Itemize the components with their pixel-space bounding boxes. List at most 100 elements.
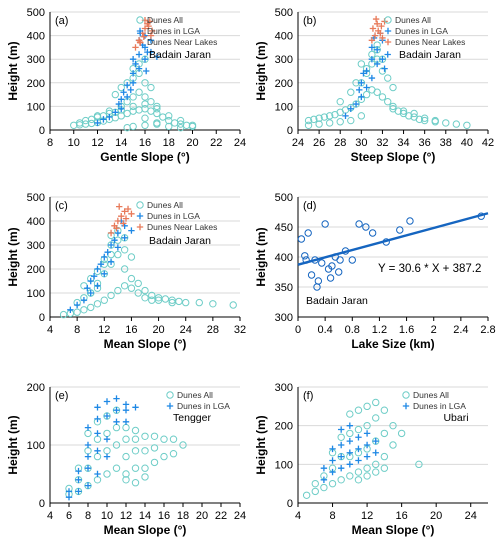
- data-point: [346, 449, 354, 456]
- data-point: [121, 234, 128, 241]
- data-point: [342, 112, 349, 120]
- x-tick-label: 22: [215, 510, 227, 522]
- region-label: Ubari: [443, 412, 468, 424]
- data-point: [355, 457, 362, 464]
- data-point: [175, 297, 183, 306]
- data-point: [147, 83, 155, 92]
- data-point: [335, 268, 343, 276]
- x-tick-label: 36: [419, 137, 431, 149]
- panel-label: (b): [303, 15, 316, 27]
- data-point: [372, 468, 380, 476]
- data-point: [94, 404, 101, 411]
- data-point: [87, 303, 95, 312]
- data-point: [118, 105, 125, 112]
- data-point: [384, 97, 392, 106]
- data-point: [120, 282, 129, 290]
- series-dunes-all: [70, 55, 197, 132]
- x-tick-label: 18: [163, 137, 175, 149]
- data-point: [103, 453, 111, 460]
- data-point: [161, 295, 170, 303]
- legend-label: Dunes Near Lakes: [147, 222, 217, 232]
- region-label: Badain Jaran: [399, 49, 461, 61]
- data-point: [103, 436, 111, 443]
- data-point: [75, 467, 82, 475]
- data-point: [304, 229, 312, 237]
- y-tick-label: 400: [275, 252, 293, 264]
- y-tick-label: 350: [275, 282, 293, 294]
- data-point: [420, 114, 429, 122]
- x-tick-label: 24: [465, 510, 477, 522]
- data-point: [111, 90, 120, 99]
- data-point: [304, 121, 313, 129]
- data-point: [452, 120, 461, 128]
- chart-panel-e: 0 100 200 4 6 8 10 12 14 16 18 20 22 24 Mean Slope (°)…: [6, 382, 246, 537]
- x-tick-label: 22: [210, 137, 222, 149]
- x-tick-label: 10: [68, 137, 80, 149]
- data-point: [384, 74, 392, 82]
- data-point: [84, 465, 92, 472]
- data-point: [372, 449, 379, 456]
- data-point: [122, 470, 130, 478]
- legend-marker: [166, 391, 174, 399]
- data-point: [357, 60, 366, 68]
- data-point: [120, 265, 129, 273]
- x-tick-label: 1.2: [372, 324, 387, 336]
- data-point: [122, 215, 130, 222]
- legend-marker: [136, 223, 144, 231]
- y-tick-label: 0: [287, 498, 293, 510]
- data-point: [379, 56, 386, 63]
- x-tick-label: 24: [234, 137, 246, 149]
- legend-marker: [136, 212, 144, 220]
- y-tick-label: 100: [275, 101, 293, 113]
- y-tick-label: 300: [27, 54, 45, 66]
- data-point: [371, 32, 379, 39]
- data-point: [118, 213, 125, 220]
- x-tick-label: 0: [295, 324, 301, 336]
- data-point: [442, 119, 450, 127]
- data-point: [357, 112, 366, 120]
- data-point: [141, 93, 149, 101]
- data-point: [153, 109, 161, 118]
- data-point: [140, 33, 148, 40]
- data-point: [336, 97, 344, 106]
- y-axis-label: Height (m): [254, 227, 268, 286]
- data-point: [384, 51, 391, 58]
- data-point: [301, 252, 309, 260]
- data-point: [169, 450, 178, 458]
- y-tick-label: 400: [27, 31, 45, 43]
- data-point: [127, 86, 134, 94]
- y-tick-label: 0: [39, 125, 45, 137]
- panel-label: (c): [55, 200, 68, 212]
- x-tick-label: 24: [292, 137, 304, 149]
- data-point: [147, 32, 155, 39]
- data-point: [372, 414, 380, 422]
- region-label: Badain Jaran: [149, 235, 211, 247]
- data-point: [396, 226, 404, 234]
- data-point: [358, 93, 365, 101]
- y-tick-label: 500: [275, 7, 293, 19]
- data-point: [168, 298, 176, 307]
- data-point: [101, 270, 108, 277]
- y-tick-label: 400: [27, 216, 45, 228]
- x-tick-label: 8: [74, 324, 80, 336]
- data-point: [368, 56, 376, 63]
- data-point: [377, 30, 384, 37]
- data-point: [354, 468, 363, 476]
- data-point: [311, 487, 319, 496]
- legend-label: Dunes All: [147, 15, 183, 25]
- data-point: [87, 115, 96, 124]
- data-point: [410, 109, 418, 118]
- y-tick-label: 200: [27, 264, 45, 276]
- data-point: [363, 430, 371, 437]
- data-point: [176, 116, 185, 125]
- data-point: [112, 109, 119, 116]
- x-tick-label: 16: [125, 324, 137, 336]
- data-point: [179, 441, 187, 449]
- data-point: [87, 289, 94, 297]
- y-tick-label: 200: [27, 78, 45, 90]
- data-point: [94, 447, 101, 454]
- series-dunes-in-lga: [67, 217, 135, 313]
- data-point: [355, 220, 363, 228]
